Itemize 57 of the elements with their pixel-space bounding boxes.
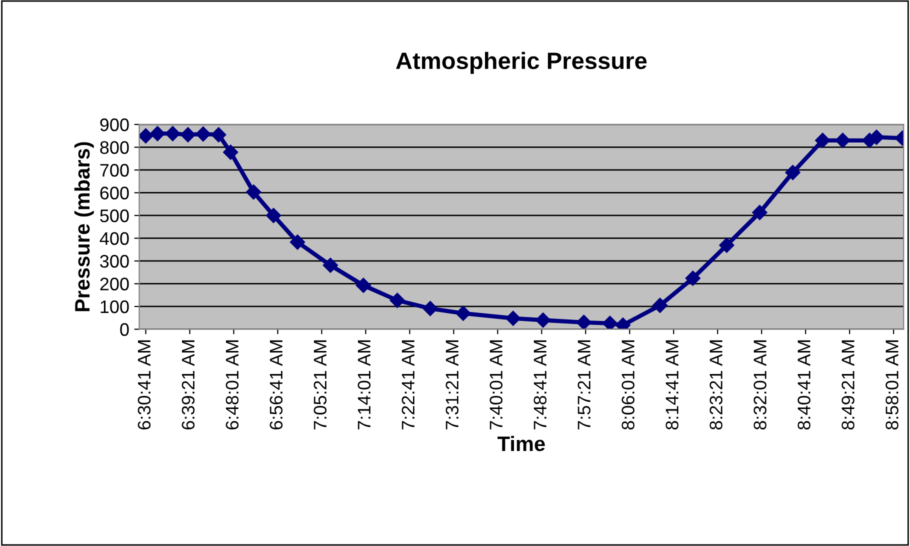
x-tick-label: 8:49:21 AM [842,340,854,430]
y-tick-label: 0 [120,323,129,336]
point [835,132,850,148]
y-tick-label: 600 [100,186,129,200]
point [576,314,592,330]
point [196,126,211,142]
point [246,184,262,200]
point [150,126,166,142]
x-tick-label: 6:48:01 AM [226,340,239,430]
point [180,127,196,142]
x-tick-label: 7:48:41 AM [534,340,546,430]
point [685,270,700,286]
y-tick-label: 500 [100,209,129,222]
point [266,208,282,224]
x-tick-label: 7:22:41 AM [402,340,414,430]
point [422,300,438,316]
y-tick-label: 400 [100,232,129,245]
point [752,204,768,220]
point [719,238,734,253]
y-tick-label: 300 [100,254,129,268]
point [390,292,405,308]
y-tick-label: 200 [100,278,129,290]
point [815,132,830,148]
x-tick-label: 6:30:41 AM [138,340,151,430]
point [535,312,551,328]
point [211,127,226,142]
x-tick-label: 7:14:01 AM [358,340,371,430]
x-tick-label: 7:31:21 AM [446,340,459,430]
x-tick-label: 7:40:01 AM [490,340,503,430]
point [785,164,800,180]
x-tick-label: 8:58:01 AM [886,340,898,430]
x-tick-label: 8:06:01 AM [622,340,634,430]
x-tick-label: 8:40:41 AM [798,340,810,430]
point [290,234,306,250]
y-tick-label: 900 [100,118,129,132]
point [223,144,238,160]
x-tick-label: 8:14:41 AM [666,340,678,430]
point [322,258,338,273]
y-tick-label: 100 [100,300,129,314]
point [506,310,521,326]
chart-title: Atmospheric Pressure [396,52,647,74]
y-tick-label: 800 [100,141,129,154]
x-tick-label: 6:56:41 AM [270,340,283,430]
y-axis-title: Pressure (mbars) [74,142,94,312]
x-tick-label: 8:32:01 AM [754,340,766,430]
point [356,278,371,293]
x-tick-label: 6:39:21 AM [182,340,195,430]
x-tick-label: 8:23:21 AM [710,340,722,430]
point [139,128,154,144]
x-tick-label: 7:57:21 AM [578,340,590,430]
point [456,306,471,321]
y-tick-label: 700 [100,164,129,177]
point [165,126,180,142]
point [652,298,668,313]
point [602,316,618,330]
x-tick-label: 7:05:21 AM [314,340,327,430]
x-axis-title: Time [498,436,545,452]
